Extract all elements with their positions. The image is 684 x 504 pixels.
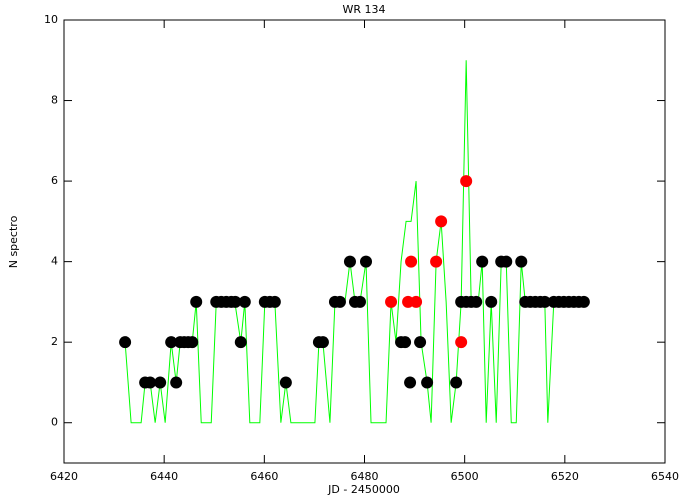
y-tick-label: 4 bbox=[51, 255, 58, 268]
data-point bbox=[460, 175, 473, 188]
data-point bbox=[186, 336, 199, 349]
x-tick-label: 6440 bbox=[150, 470, 178, 483]
data-point bbox=[170, 376, 183, 389]
data-point bbox=[385, 295, 398, 308]
data-point bbox=[399, 336, 412, 349]
y-tick-label: 10 bbox=[44, 13, 58, 26]
data-point bbox=[154, 376, 167, 389]
data-point bbox=[279, 376, 292, 389]
data-point bbox=[353, 295, 366, 308]
data-point bbox=[333, 295, 346, 308]
data-point bbox=[234, 336, 247, 349]
data-point bbox=[360, 255, 373, 268]
plot-frame bbox=[63, 19, 666, 464]
data-point bbox=[470, 295, 483, 308]
data-point bbox=[165, 336, 178, 349]
data-point bbox=[500, 255, 513, 268]
data-point bbox=[229, 295, 242, 308]
y-tick-label: 2 bbox=[51, 335, 58, 348]
data-point bbox=[450, 376, 463, 389]
data-point bbox=[485, 295, 498, 308]
data-point bbox=[476, 255, 489, 268]
data-point bbox=[119, 336, 132, 349]
x-axis-label: JD - 2450000 bbox=[327, 483, 400, 496]
y-tick-label: 6 bbox=[51, 174, 58, 187]
data-point bbox=[405, 255, 418, 268]
y-axis-label: N spectro bbox=[7, 215, 20, 268]
x-tick-label: 6540 bbox=[651, 470, 679, 483]
x-tick-label: 6460 bbox=[250, 470, 278, 483]
data-point bbox=[577, 295, 590, 308]
data-point bbox=[455, 336, 468, 349]
data-point bbox=[538, 295, 551, 308]
chart-title: WR 134 bbox=[342, 3, 385, 16]
y-tick-label: 8 bbox=[51, 94, 58, 107]
data-point bbox=[238, 295, 251, 308]
x-tick-label: 6420 bbox=[50, 470, 78, 483]
data-point bbox=[343, 255, 356, 268]
data-point bbox=[414, 336, 427, 349]
data-point bbox=[404, 376, 417, 389]
x-tick-label: 6480 bbox=[351, 470, 379, 483]
data-point bbox=[515, 255, 528, 268]
data-point bbox=[316, 336, 329, 349]
data-point bbox=[190, 295, 203, 308]
data-point bbox=[430, 255, 443, 268]
data-point bbox=[435, 215, 448, 228]
data-point bbox=[410, 295, 423, 308]
x-tick-label: 6500 bbox=[451, 470, 479, 483]
data-point bbox=[421, 376, 434, 389]
x-tick-label: 6520 bbox=[551, 470, 579, 483]
data-point bbox=[144, 376, 157, 389]
data-point bbox=[268, 295, 281, 308]
y-tick-label: 0 bbox=[51, 416, 58, 429]
data-line bbox=[124, 60, 584, 424]
